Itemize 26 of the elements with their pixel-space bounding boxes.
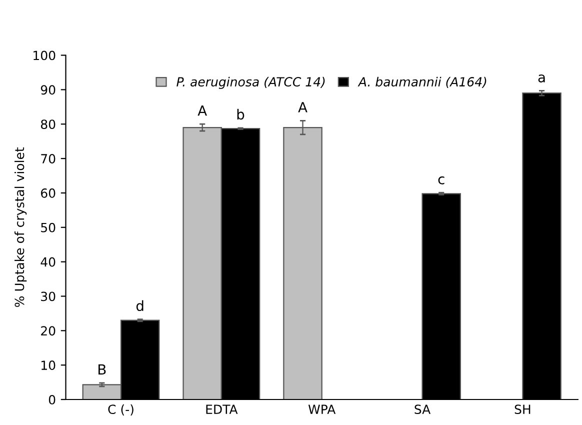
- data-label: b: [237, 108, 244, 120]
- data-label: c: [438, 176, 444, 184]
- y-tick-label: 90: [40, 85, 56, 95]
- legend-label: P. aeruginosa (ATCC 14): [176, 76, 325, 89]
- data-label: B: [98, 364, 106, 375]
- y-tick-label: 100: [34, 50, 56, 60]
- x-tick-label: C (-): [108, 404, 134, 416]
- y-axis-title: % Uptake of crystal violet: [14, 147, 27, 307]
- x-tick-label: SH: [514, 404, 530, 414]
- y-tick-label: 40: [40, 257, 56, 267]
- data-label: a: [538, 74, 545, 82]
- x-tick-label: EDTA: [206, 404, 238, 414]
- y-tick-label: 70: [41, 154, 56, 164]
- y-tick-label: 0: [48, 394, 56, 404]
- x-tick-label: SA: [414, 404, 431, 414]
- y-tick-label: 60: [41, 188, 56, 198]
- data-label: A: [298, 102, 308, 112]
- legend-label: A. baumannii (A164): [358, 76, 486, 88]
- x-tick-label: WPA: [308, 404, 336, 414]
- y-tick-label: 30: [41, 292, 56, 302]
- y-tick-label: 50: [41, 222, 56, 232]
- y-tick-label: 10: [42, 360, 56, 370]
- data-label: A: [198, 106, 207, 116]
- data-label: d: [136, 300, 144, 312]
- y-tick-label: 80: [40, 120, 56, 130]
- y-tick-label: 20: [41, 326, 56, 336]
